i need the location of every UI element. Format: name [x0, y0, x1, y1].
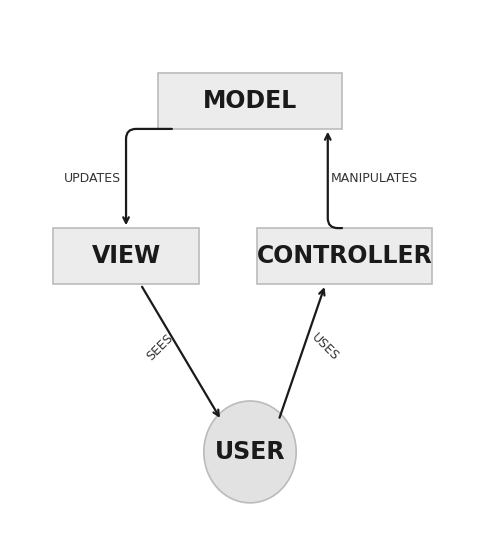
- Text: VIEW: VIEW: [92, 244, 160, 268]
- Text: MANIPULATES: MANIPULATES: [330, 172, 418, 185]
- Text: MODEL: MODEL: [203, 89, 297, 113]
- Text: SEES: SEES: [144, 332, 176, 363]
- Text: CONTROLLER: CONTROLLER: [257, 244, 432, 268]
- FancyBboxPatch shape: [258, 228, 432, 284]
- Text: UPDATES: UPDATES: [64, 172, 120, 185]
- Text: USES: USES: [309, 331, 342, 364]
- FancyBboxPatch shape: [158, 73, 342, 129]
- Circle shape: [204, 401, 296, 503]
- Text: USER: USER: [215, 440, 285, 464]
- FancyBboxPatch shape: [53, 228, 199, 284]
